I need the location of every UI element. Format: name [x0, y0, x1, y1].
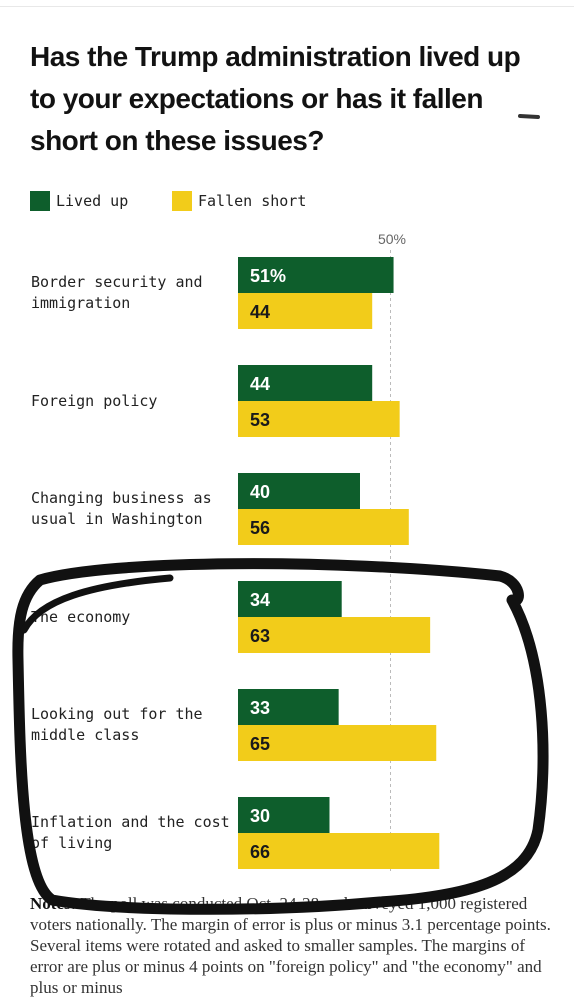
legend-label-lived-up: Lived up [56, 192, 129, 210]
bar-value-label-lived-up-1: 44 [250, 374, 270, 394]
bar-value-label-lived-up-2: 40 [250, 482, 270, 502]
notes-text: The poll was conducted Oct. 24-28 and su… [30, 894, 551, 997]
bar-chart: 51% 44 44 53 40 56 34 63 33 65 30 66 [238, 250, 440, 872]
bar-lived-up-1 [238, 365, 373, 401]
bar-fallen-short-0 [238, 293, 373, 329]
reference-line-label: 50% [377, 231, 407, 247]
category-label-0: Border security and immigration [31, 273, 203, 312]
bar-fallen-short-1 [238, 401, 400, 437]
bar-fallen-short-2 [238, 509, 409, 545]
bar-value-label-fallen-short-1: 53 [250, 410, 270, 430]
bar-value-label-fallen-short-4: 65 [250, 734, 270, 754]
category-label-4: Looking out for the middle class [31, 705, 203, 744]
bar-value-label-fallen-short-3: 63 [250, 626, 270, 646]
bar-value-label-lived-up-4: 33 [250, 698, 270, 718]
bar-value-label-lived-up-3: 34 [250, 590, 270, 610]
bar-value-label-lived-up-5: 30 [250, 806, 270, 826]
legend-swatch-fallen-short [172, 191, 192, 211]
legend-label-fallen-short: Fallen short [198, 192, 307, 210]
chart-notes: Notes: The poll was conducted Oct. 24-28… [30, 893, 552, 998]
category-label-2: Changing business as usual in Washington [31, 489, 212, 528]
bar-lived-up-2 [238, 473, 360, 509]
bar-value-label-fallen-short-0: 44 [250, 302, 270, 322]
notes-lead: Notes: [30, 894, 77, 913]
category-label-1: Foreign policy [31, 391, 158, 410]
bar-value-label-fallen-short-5: 66 [250, 842, 270, 862]
category-label-5: Inflation and the cost of living [31, 813, 230, 852]
bar-value-label-fallen-short-2: 56 [250, 518, 270, 538]
bar-value-label-lived-up-0: 51% [250, 266, 286, 286]
top-divider [0, 6, 574, 7]
legend-swatch-lived-up [30, 191, 50, 211]
chart-title: Has the Trump administration lived up to… [30, 41, 521, 156]
bar-lived-up-0 [238, 257, 394, 293]
category-label-3: The economy [31, 607, 131, 626]
